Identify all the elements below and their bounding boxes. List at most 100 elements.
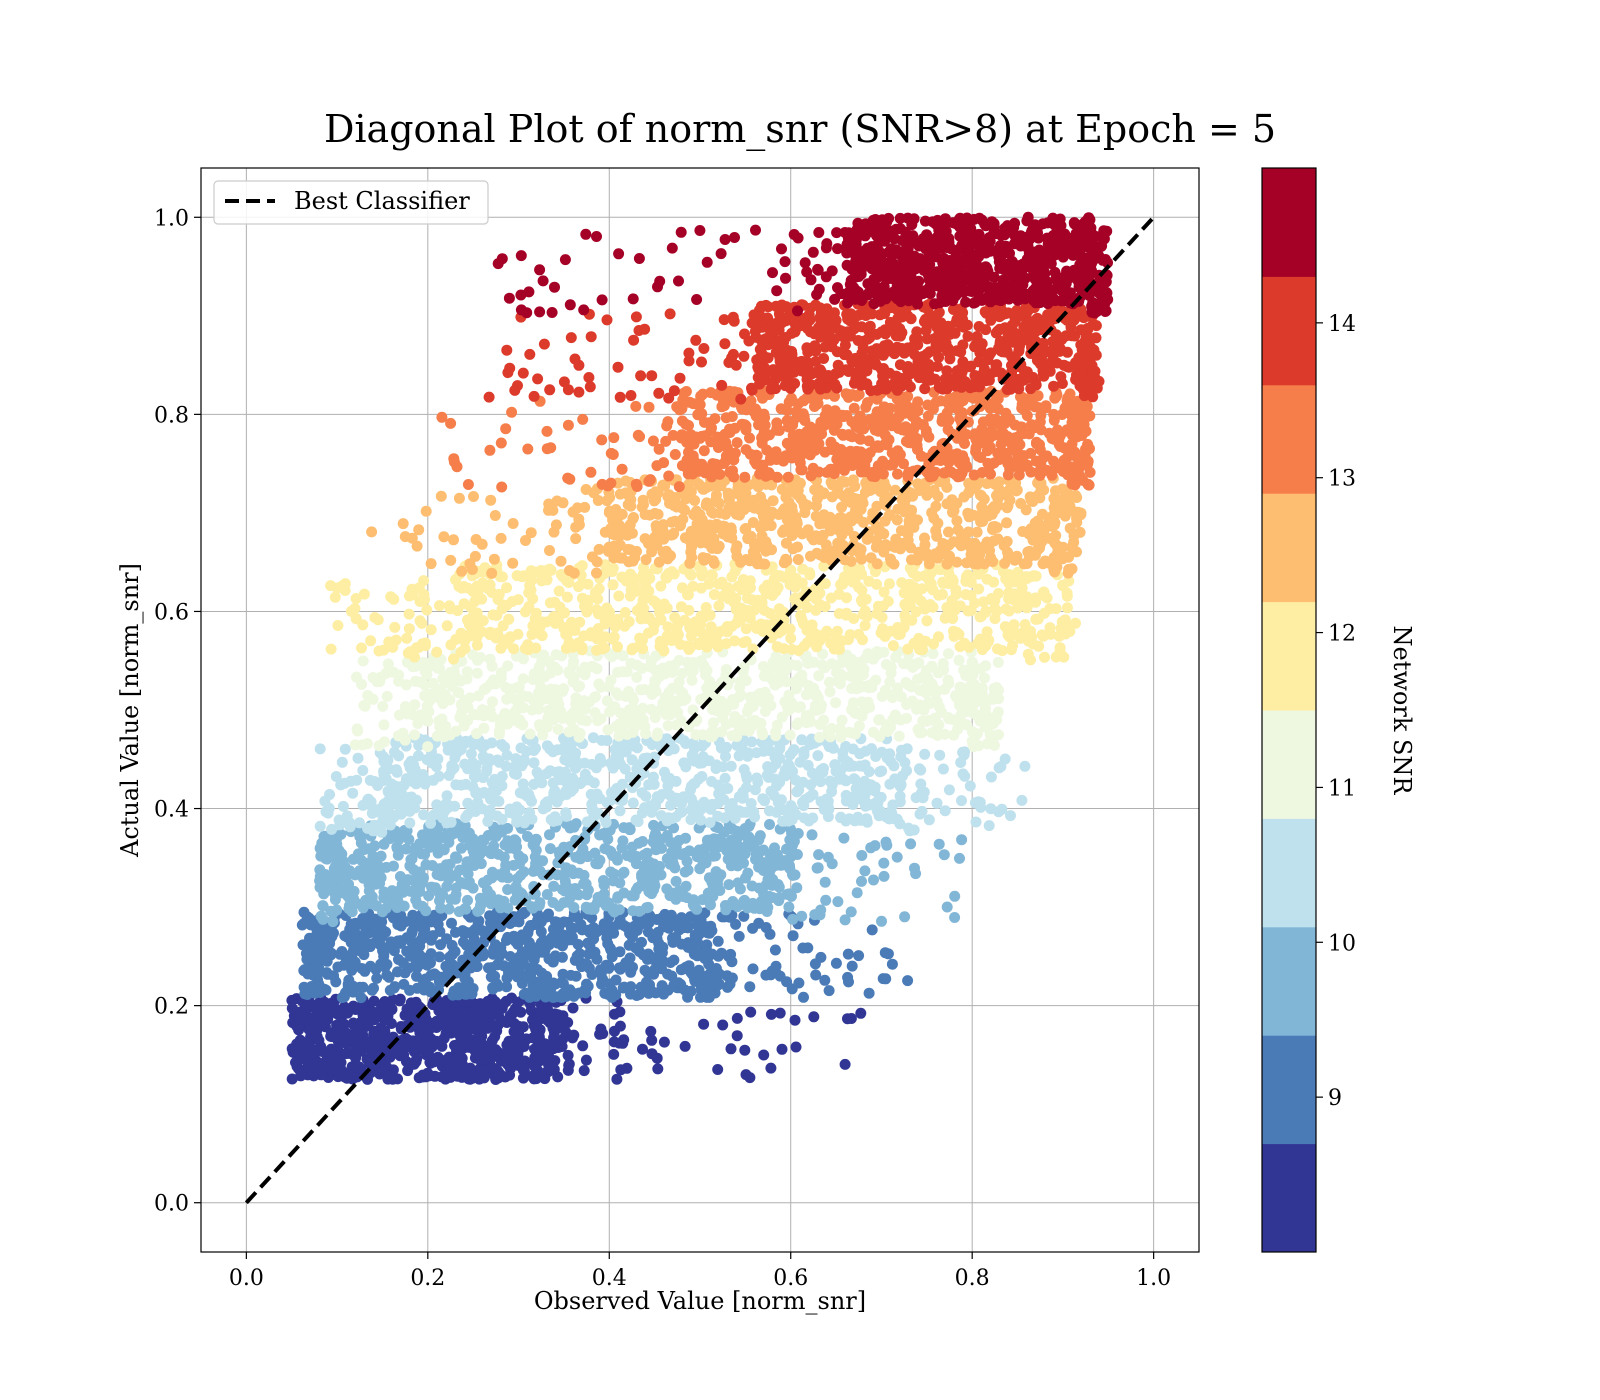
scatter-point [529,837,541,849]
scatter-point [679,614,691,626]
scatter-point [766,873,777,885]
scatter-point [319,869,331,880]
scatter-point [791,882,803,894]
scatter-point [626,691,638,703]
scatter-point [712,878,723,890]
scatter-point [651,730,663,742]
scatter-point [699,842,711,854]
scatter-point [399,701,411,713]
scatter-point [297,1042,309,1054]
scatter-point [765,1008,777,1020]
scatter-point [434,895,445,907]
scatter-point [902,975,914,987]
scatter-point [383,636,395,648]
scatter-point [727,694,739,705]
scatter-point [939,805,951,817]
scatter-point [937,576,949,588]
scatter-point [906,681,918,693]
scatter-point [419,710,431,722]
scatter-point [886,958,898,970]
scatter-point [435,939,447,951]
scatter-point [818,661,830,672]
scatter-point [403,608,415,620]
scatter-point [485,889,496,901]
scatter-point [502,884,514,895]
scatter-point [974,796,986,808]
scatter-point [553,900,565,912]
scatter-point [662,968,674,980]
scatter-point [832,896,844,908]
scatter-point [514,1023,526,1035]
scatter-point [416,617,428,629]
scatter-point [765,1062,777,1074]
scatter-point [617,835,629,847]
scatter-point [926,660,938,672]
scatter-point [815,951,827,963]
scatter-point [422,741,434,753]
scatter-point [313,955,325,967]
scatter-point [533,687,545,699]
scatter-point [374,877,386,889]
scatter-point [419,690,431,702]
scatter-point [854,748,866,760]
scatter-point [705,899,716,911]
scatter-point [298,918,310,929]
scatter-point [658,1036,670,1048]
scatter-point [895,714,907,726]
scatter-point [635,601,647,613]
scatter-point [673,654,685,666]
scatter-point [660,914,672,926]
scatter-point [847,760,859,772]
scatter-point [885,689,897,701]
scatter-point [357,765,369,776]
scatter-point [462,894,473,906]
scatter-point [483,962,494,974]
scatter-point [764,805,775,817]
scatter-point [609,701,621,713]
scatter-point [664,858,676,870]
scatter-point [716,947,728,959]
scatter-point [605,674,617,686]
scatter-point [826,786,838,798]
scatter-point [576,560,588,572]
scatter-point [705,803,717,815]
scatter-point [364,938,376,950]
scatter-point [493,588,505,600]
scatter-point [454,1010,466,1022]
scatter-point [441,969,453,981]
scatter-point [1039,651,1050,663]
scatter-point [667,529,679,540]
scatter-point [695,991,706,1003]
scatter-point [647,595,659,607]
scatter-point [602,938,614,950]
scatter-point [1070,617,1081,629]
scatter-point [614,877,626,889]
scatter-point [744,981,756,993]
scatter-point [547,777,559,789]
scatter-point [545,683,557,695]
scatter-point [849,815,861,827]
scatter-point [395,788,407,800]
scatter-point [553,585,565,597]
scatter-point [913,657,925,669]
scatter-point [325,947,337,959]
scatter-point [948,729,960,741]
scatter-point [348,885,360,897]
scatter-point [626,851,638,863]
scatter-point [373,740,385,752]
scatter-point [784,729,796,741]
scatter-point [637,1043,648,1055]
scatter-point [508,643,520,655]
scatter-point [688,948,700,960]
scatter-point [1041,592,1053,604]
scatter-point [636,612,648,624]
scatter-point [364,774,376,786]
scatter-point [857,669,869,681]
scatter-point [546,708,558,720]
scatter-point [344,817,356,829]
scatter-point [571,950,583,962]
scatter-point [983,820,995,832]
scatter-point [1001,517,1013,529]
scatter-point [395,937,407,949]
